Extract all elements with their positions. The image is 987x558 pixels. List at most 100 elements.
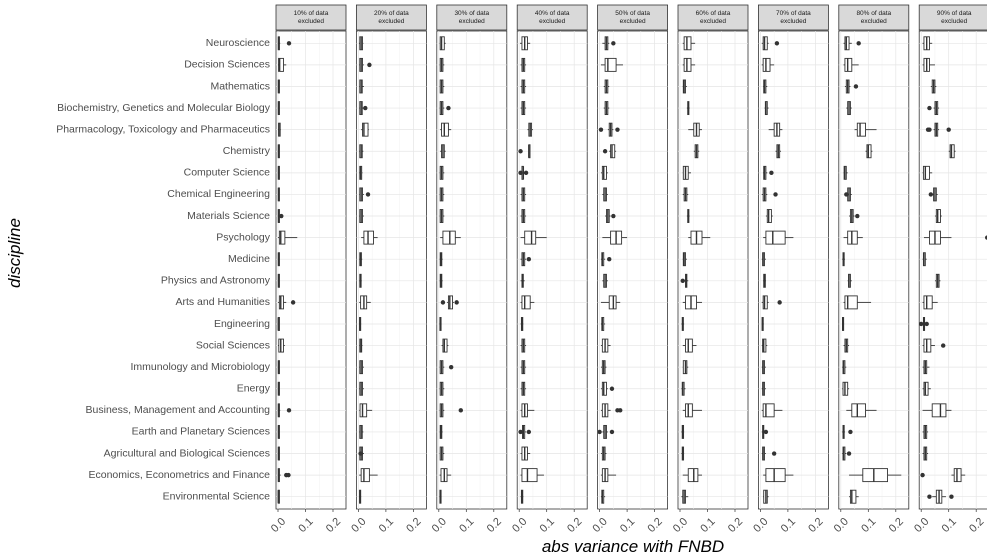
outlier-point <box>526 257 532 262</box>
box-business-management-and-accounting <box>846 403 877 418</box>
box-neuroscience <box>602 36 616 51</box>
box-earth-and-planetary-sciences <box>922 424 929 439</box>
box-psychology <box>763 230 794 245</box>
outlier-point <box>927 494 932 499</box>
box-pharmacology-toxicology-and-pharmaceutics <box>925 122 951 137</box>
box-materials-science <box>605 209 616 223</box>
box-materials-science <box>765 209 773 223</box>
box-environmental-science <box>681 489 689 504</box>
x-tick-label: 0.0 <box>430 516 449 535</box>
box-business-management-and-accounting <box>761 403 783 418</box>
box-biochemistry-genetics-and-molecular-biology <box>439 101 451 116</box>
y-tick-label-computer-science: Computer Science <box>184 167 271 179</box>
box-agricultural-and-biological-sciences <box>842 446 852 461</box>
facet-strip-label: excluded <box>298 18 324 25</box>
y-tick-label-social-sciences: Social Sciences <box>196 339 270 351</box>
x-tick-label: 0.1 <box>779 516 798 535</box>
outlier-point <box>279 213 284 219</box>
box-computer-science <box>359 165 363 180</box>
outlier-point <box>846 451 852 456</box>
box-psychology <box>602 230 628 245</box>
outlier-point <box>848 429 853 435</box>
y-tick-label-earth-and-planetary-sciences: Earth and Planetary Sciences <box>132 426 270 438</box>
outlier-point <box>680 278 685 283</box>
box-mathematics <box>844 79 859 94</box>
box-iqr <box>524 230 537 245</box>
x-tick-label: 0.0 <box>832 516 851 535</box>
box-neuroscience <box>358 36 364 51</box>
box-medicine <box>922 252 927 267</box>
x-tick-label: 0.2 <box>726 516 745 535</box>
box-arts-and-humanities <box>520 295 535 310</box>
box-chemical-engineering <box>844 187 852 202</box>
box-earth-and-planetary-sciences <box>439 424 443 439</box>
box-biochemistry-genetics-and-molecular-biology <box>359 101 368 116</box>
box-agricultural-and-biological-sciences <box>277 446 280 461</box>
box-chemistry <box>693 144 700 159</box>
facet-strip-label: 60% of data <box>696 10 731 17</box>
facet-strip <box>516 4 588 31</box>
box-earth-and-planetary-sciences <box>277 424 280 439</box>
box-economics-econometrics-and-finance <box>920 468 966 483</box>
x-tick-label: 0.0 <box>510 516 529 535</box>
box-iqr <box>849 489 857 504</box>
box-energy <box>277 381 280 396</box>
x-tick-label: 0.1 <box>296 516 315 535</box>
facet-strip-label: 50% of data <box>615 10 650 17</box>
box-psychology <box>361 230 378 245</box>
x-tick-label: 0.0 <box>912 516 931 535</box>
outlier-point <box>927 105 932 111</box>
outlier-point <box>777 300 782 305</box>
y-tick-label-psychology: Psychology <box>216 231 270 243</box>
y-tick-label-immunology-and-microbiology: Immunology and Microbiology <box>131 361 271 373</box>
outlier-point <box>286 408 292 413</box>
outlier-point <box>607 257 612 262</box>
box-economics-econometrics-and-finance <box>520 468 544 483</box>
box-pharmacology-toxicology-and-pharmaceutics <box>361 122 369 137</box>
box-immunology-and-microbiology <box>277 360 280 375</box>
box-psychology <box>843 230 863 245</box>
facet-strip-label: excluded <box>861 18 887 25</box>
outlier-point <box>611 213 616 219</box>
y-tick-label-environmental-science: Environmental Science <box>163 490 271 502</box>
box-pharmacology-toxicology-and-pharmaceutics <box>598 122 620 137</box>
box-engineering <box>761 317 764 331</box>
box-earth-and-planetary-sciences <box>597 424 615 439</box>
outlier-point <box>523 170 529 176</box>
box-decision-sciences <box>439 57 445 72</box>
box-chemical-engineering <box>439 187 445 202</box>
box-mathematics <box>930 79 937 94</box>
x-tick-label: 0.0 <box>591 516 610 535</box>
panel-background <box>516 30 588 510</box>
box-energy <box>359 381 364 396</box>
box-social-sciences <box>441 338 449 353</box>
box-iqr <box>844 295 858 310</box>
outlier-point <box>446 105 451 111</box>
box-neuroscience <box>520 36 531 51</box>
box-economics-econometrics-and-finance <box>763 468 794 483</box>
box-decision-sciences <box>600 57 623 72</box>
box-neuroscience <box>843 36 861 51</box>
outlier-point <box>602 149 608 154</box>
box-earth-and-planetary-sciences <box>359 424 364 439</box>
outlier-point <box>949 494 954 499</box>
box-energy <box>922 381 931 396</box>
box-mathematics <box>277 79 280 94</box>
box-physics-and-astronomy <box>359 273 362 288</box>
x-tick-label: 0.0 <box>751 516 770 535</box>
x-tick-label: 0.1 <box>940 516 959 535</box>
box-iqr <box>862 468 888 483</box>
outlier-point <box>615 127 620 132</box>
facet-strip-label: excluded <box>700 18 726 25</box>
outlier-point <box>773 192 778 197</box>
outlier-point <box>458 408 463 413</box>
box-environmental-science <box>600 489 606 504</box>
box-immunology-and-microbiology <box>761 360 766 375</box>
outlier-point <box>774 41 780 46</box>
box-social-sciences <box>682 338 697 353</box>
